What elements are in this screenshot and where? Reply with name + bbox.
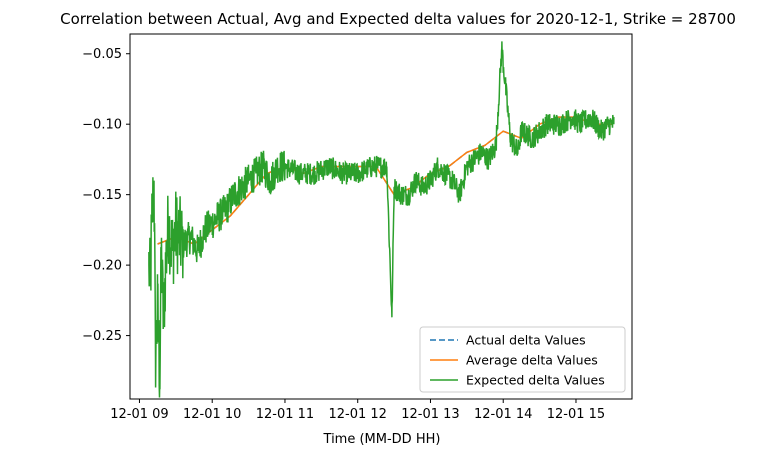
x-tick-label: 12-01 11: [256, 407, 314, 422]
y-tick-label: −0.25: [82, 329, 122, 344]
legend: Actual delta Values Average delta Values E…: [419, 326, 626, 393]
y-tick-label: −0.05: [82, 47, 122, 62]
x-axis: 12-01 09 12-01 10 12-01 11 12-01 12 12-01 13…: [110, 399, 605, 422]
x-tick-label: 12-01 15: [547, 407, 605, 422]
legend-frame: [419, 326, 626, 393]
plot-frame: [129, 33, 633, 400]
y-tick-label: −0.20: [82, 259, 122, 274]
x-tick-label: 12-01 10: [183, 407, 241, 422]
y-tick-label: −0.15: [82, 188, 122, 203]
y-axis: −0.25 −0.20 −0.15 −0.10 −0.05: [82, 47, 130, 344]
legend-label: Expected delta Values: [466, 373, 605, 388]
x-tick-label: 12-01 09: [110, 407, 168, 422]
chart-title: Correlation between Actual, Avg and Expe…: [60, 10, 736, 28]
x-tick-label: 12-01 12: [328, 407, 386, 422]
x-axis-label: Time (MM-DD HH): [323, 432, 441, 447]
x-tick-label: 12-01 13: [401, 407, 459, 422]
y-tick-label: −0.10: [82, 118, 122, 133]
legend-label: Average delta Values: [466, 353, 598, 368]
series-line-3: [148, 41, 615, 398]
x-tick-label: 12-01 14: [474, 407, 532, 422]
legend-label: Actual delta Values: [466, 333, 586, 348]
plot-area: [148, 41, 615, 398]
